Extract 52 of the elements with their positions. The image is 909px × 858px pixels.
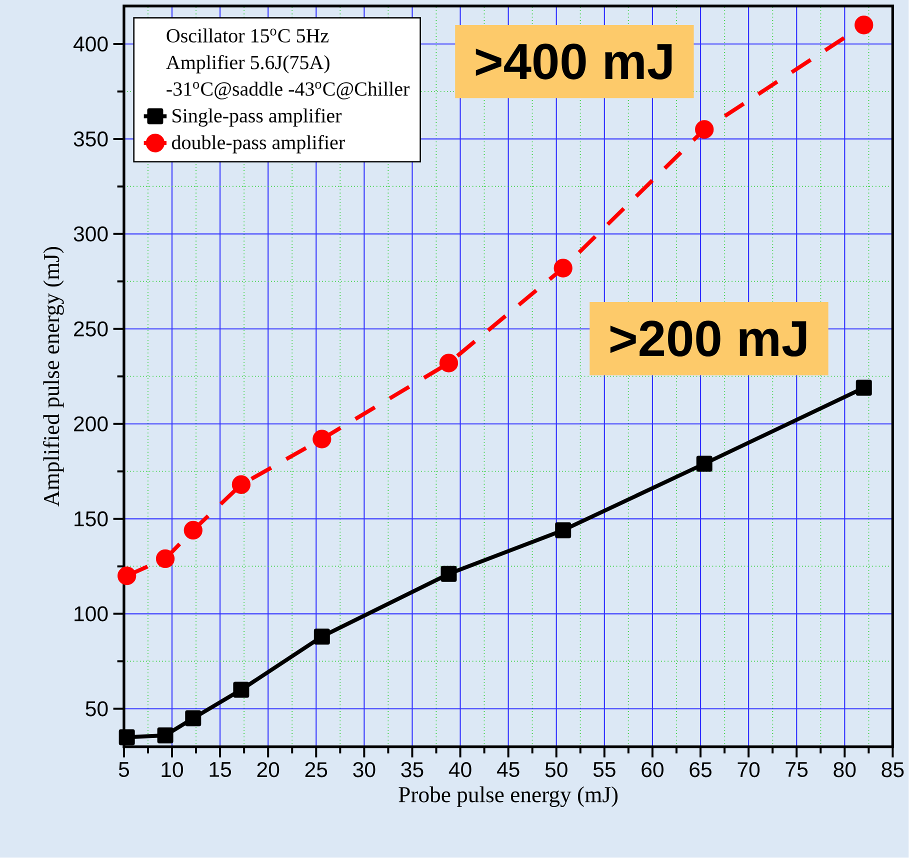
x-tick-label: 25 [305,762,328,778]
point [314,628,330,645]
x-tick-label: 15 [210,762,231,778]
x-tick-label: 80 [834,762,856,778]
x-tick-label: 5 [118,762,129,778]
annotation: >200 mJ [610,320,806,357]
point [185,710,202,726]
x-tick-label: 85 [882,762,904,778]
legend-label: Single-pass amplifier [172,108,342,127]
y-axis-title: Amplified pulse energy (mJ) [43,247,64,507]
x-tick-label: 35 [401,762,424,778]
point [555,522,572,538]
point [696,456,712,472]
point [312,430,332,449]
point [439,354,458,373]
point [184,521,202,540]
y-tick-label: 150 [74,511,108,527]
point [856,380,872,396]
y-tick-label: 300 [74,226,108,242]
x-tick-label: 55 [593,762,616,778]
x-tick-label: 40 [448,762,472,778]
y-tick-label: 250 [74,321,108,337]
x-tick-label: 30 [353,762,376,778]
x-tick-label: 75 [786,762,808,778]
x-tick-label: 60 [642,762,664,778]
point [695,120,714,139]
point [854,16,874,34]
annotation: Amplifier 5.6J(75A) [166,55,330,74]
point [118,566,136,586]
point [118,729,135,746]
x-tick-label: 10 [162,762,184,778]
point [233,682,250,698]
point [232,475,251,494]
y-tick-label: 100 [74,606,108,622]
point [157,728,174,744]
annotation: >400 mJ [476,44,672,80]
point [554,258,572,278]
y-tick-label: 50 [86,701,108,716]
x-tick-label: 20 [257,762,280,778]
x-tick-label: 50 [545,762,568,778]
x-tick-label: 70 [738,762,760,778]
y-tick-label: 400 [73,36,108,52]
point [440,566,457,582]
x-tick-label: 65 [690,762,712,778]
y-tick-label: 350 [74,132,108,147]
legend-label: double-pass amplifier [172,135,345,154]
x-tick-label: 45 [496,762,520,778]
annotation: -31$^{o}$C@saddle -43$^{o}$C@Chiller [166,82,410,100]
y-tick-label: 200 [74,416,108,432]
point [156,550,175,568]
annotation: Oscillator 15$^{o}$C 5Hz [166,28,329,43]
x-axis-title: Probe pulse energy (mJ) [398,786,618,808]
